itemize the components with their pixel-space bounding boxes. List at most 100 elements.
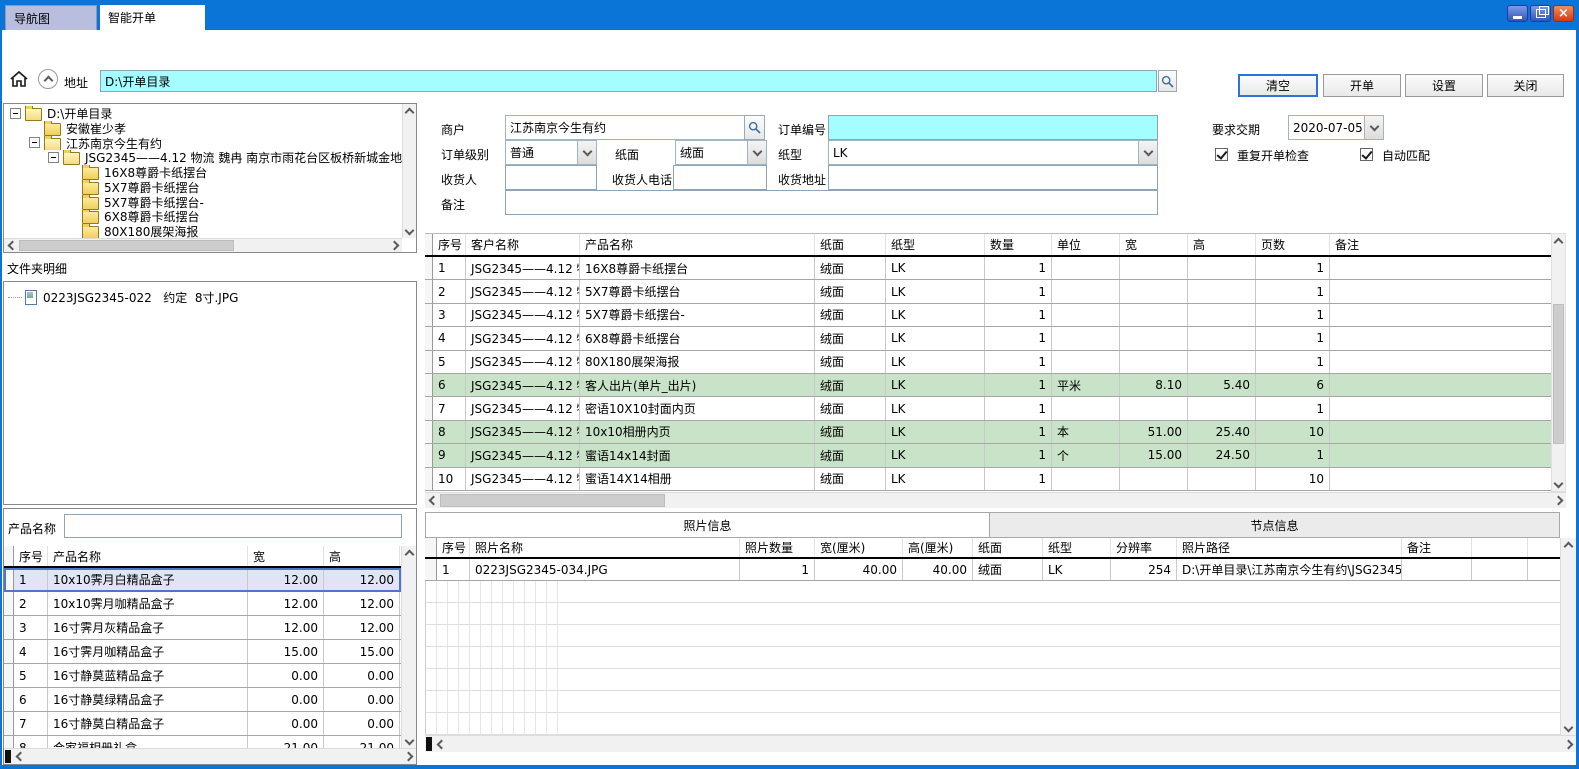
order-row[interactable]: 6 JSG2345——4.12 物流 魏冉 客人出片(单片_出片) 绒面 LK … <box>425 373 1551 398</box>
scroll-down-arrow[interactable] <box>1552 477 1565 491</box>
product-row[interactable]: 3 16寸霁月灰精品盒子 12.00 12.00 <box>4 616 401 640</box>
expand-toggle[interactable] <box>48 152 59 164</box>
paper-type-select[interactable]: LK <box>828 140 1158 165</box>
product-row[interactable]: 5 16寸静莫蓝精品盒子 0.00 0.00 <box>4 664 401 688</box>
settings-button[interactable]: 设置 <box>1405 74 1483 97</box>
dropdown-button[interactable] <box>577 141 596 164</box>
dropdown-button[interactable] <box>1364 116 1383 139</box>
tab-smart-order[interactable]: 智能开单 <box>100 5 205 30</box>
cell-product: 5X7尊爵卡纸摆台 <box>580 280 815 303</box>
scroll-right-arrow[interactable] <box>388 239 402 252</box>
scroll-left-arrow[interactable] <box>4 239 18 252</box>
close-button[interactable]: × <box>1553 5 1574 22</box>
scroll-up-arrow[interactable] <box>403 104 416 118</box>
merchant-label: 商户 <box>441 123 466 137</box>
col-width: 宽 <box>248 546 324 566</box>
tree-item-label: 安徽崔少孝 <box>66 121 127 136</box>
product-search-input[interactable] <box>64 514 402 538</box>
tree-item[interactable]: 16X8尊爵卡纸摆台 <box>6 165 404 180</box>
cell-width <box>1120 397 1188 420</box>
expand-toggle[interactable] <box>29 137 40 149</box>
scroll-up-arrow[interactable] <box>1561 538 1576 552</box>
order-row[interactable]: 5 JSG2345——4.12 物流 魏冉 80X180展架海报 绒面 LK 1… <box>425 350 1551 374</box>
address-input[interactable] <box>100 70 1157 92</box>
file-item[interactable]: 0223JSG2345-022 约定 8寸.JPG <box>8 288 414 306</box>
receiver-phone-input[interactable] <box>673 165 767 190</box>
cell-note <box>1330 257 1551 279</box>
dropdown-button[interactable] <box>1138 141 1157 164</box>
paper-face-select[interactable]: 绒面 <box>675 140 767 165</box>
order-row[interactable]: 1 JSG2345——4.12 物流 魏冉 16X8尊爵卡纸摆台 绒面 LK 1… <box>425 257 1551 281</box>
tab-photo-info[interactable]: 照片信息 <box>425 512 990 538</box>
tab-navigation-map[interactable]: 导航图 <box>5 5 97 30</box>
scroll-left-arrow[interactable] <box>433 736 447 752</box>
order-row[interactable]: 3 JSG2345——4.12 物流 魏冉 5X7尊爵卡纸摆台- 绒面 LK 1… <box>425 303 1551 328</box>
tree-item[interactable]: 80X180展架海报 <box>6 224 404 238</box>
product-row[interactable]: 4 16寸霁月咖精品盒子 15.00 15.00 <box>4 640 401 664</box>
order-note-input[interactable] <box>505 190 1158 215</box>
create-order-button[interactable]: 开单 <box>1323 74 1401 97</box>
merchant-search-button[interactable] <box>744 115 765 140</box>
address-search-button[interactable] <box>1158 70 1177 92</box>
minimize-button[interactable] <box>1507 5 1528 22</box>
scroll-left-arrow[interactable] <box>425 493 439 508</box>
splitter-grip[interactable] <box>426 737 432 751</box>
product-row[interactable]: 7 16寸静莫白精品盒子 0.00 0.00 <box>4 712 401 736</box>
dropdown-button[interactable] <box>747 141 766 164</box>
hscroll-thumb[interactable] <box>19 240 234 251</box>
product-row[interactable]: 1 10x10霁月白精品盒子 12.00 12.00 <box>4 568 401 592</box>
order-row[interactable]: 9 JSG2345——4.12 物流 魏冉 蜜语14x14封面 绒面 LK 1 … <box>425 444 1551 468</box>
scroll-right-arrow[interactable] <box>402 749 416 764</box>
order-no-input[interactable] <box>828 115 1158 140</box>
tree-item[interactable]: 6X8尊爵卡纸摆台 <box>6 209 404 225</box>
product-row[interactable]: 2 10x10霁月咖精品盒子 12.00 12.00 <box>4 592 401 616</box>
tree-item[interactable]: 江苏南京今生有约 <box>6 135 404 151</box>
order-row[interactable]: 10 JSG2345——4.12 物流 魏冉 蜜语14X14相册 绒面 LK 1… <box>425 467 1551 491</box>
order-level-select[interactable]: 普通 <box>505 140 597 165</box>
photo-row[interactable]: 1 0223JSG2345-034.JPG 1 40.00 40.00 绒面 L… <box>425 559 1560 581</box>
order-row[interactable]: 8 JSG2345——4.12 物流 魏冉 10x10相册内页 绒面 LK 1 … <box>425 420 1551 445</box>
cell-no: 8 <box>433 420 466 444</box>
tree-item[interactable]: D:\开单目录 <box>6 106 404 121</box>
duplicate-check-checkbox[interactable] <box>1215 148 1228 161</box>
restore-icon <box>1535 6 1549 18</box>
scroll-down-arrow[interactable] <box>1561 721 1576 735</box>
scroll-right-arrow[interactable] <box>1552 493 1566 508</box>
clear-button[interactable]: 清空 <box>1238 74 1318 97</box>
tree-item[interactable]: 5X7尊爵卡纸摆台 <box>6 179 404 195</box>
file-item-label: 0223JSG2345-022 约定 8寸.JPG <box>43 290 239 305</box>
product-row[interactable]: 6 16寸静莫绿精品盒子 0.00 0.00 <box>4 688 401 712</box>
product-row[interactable]: 8 合家福相册礼盒 21.00 21.00 <box>4 736 401 748</box>
tree-item[interactable]: JSG2345——4.12 物流 魏冉 南京市雨花台区板桥新城金地 <box>6 150 404 166</box>
home-button[interactable] <box>8 68 30 90</box>
scroll-down-arrow[interactable] <box>402 734 416 748</box>
scroll-up-arrow[interactable] <box>402 546 416 560</box>
check-icon <box>1361 148 1373 160</box>
expand-toggle[interactable] <box>10 107 21 119</box>
scroll-left-arrow[interactable] <box>12 749 26 764</box>
ship-address-input[interactable] <box>828 165 1158 190</box>
up-level-button[interactable] <box>38 69 58 89</box>
scroll-down-arrow[interactable] <box>403 224 416 238</box>
hscroll-thumb[interactable] <box>440 494 665 507</box>
auto-match-checkbox[interactable] <box>1360 148 1373 161</box>
tree-item[interactable]: 5X7尊爵卡纸摆台- <box>6 194 404 210</box>
tree-item[interactable]: 安徽崔少孝 <box>6 120 404 136</box>
splitter-grip[interactable] <box>5 750 11 763</box>
tab-node-info[interactable]: 节点信息 <box>989 512 1560 538</box>
cell-width: 12.00 <box>248 616 324 639</box>
due-date-select[interactable]: 2020-07-05 <box>1288 115 1384 140</box>
order-row[interactable]: 7 JSG2345——4.12 物流 魏冉 密语10X10封面内页 绒面 LK … <box>425 397 1551 421</box>
address-label: 地址 <box>64 76 89 90</box>
order-row[interactable]: 2 JSG2345——4.12 物流 魏冉 5X7尊爵卡纸摆台 绒面 LK 1 … <box>425 280 1551 304</box>
close-window-button[interactable]: 关闭 <box>1487 74 1564 97</box>
col-photo-name: 照片名称 <box>470 538 740 557</box>
order-row[interactable]: 4 JSG2345——4.12 物流 魏冉 6X8尊爵卡纸摆台 绒面 LK 1 … <box>425 327 1551 351</box>
merchant-field[interactable]: 江苏南京今生有约 <box>505 115 745 140</box>
scroll-up-arrow[interactable] <box>1552 234 1565 248</box>
restore-button[interactable] <box>1530 5 1551 22</box>
cell-ptype: LK <box>886 280 985 303</box>
receiver-input[interactable] <box>505 165 597 190</box>
vscroll-thumb[interactable] <box>1553 304 1564 444</box>
scroll-right-arrow[interactable] <box>1562 736 1576 752</box>
